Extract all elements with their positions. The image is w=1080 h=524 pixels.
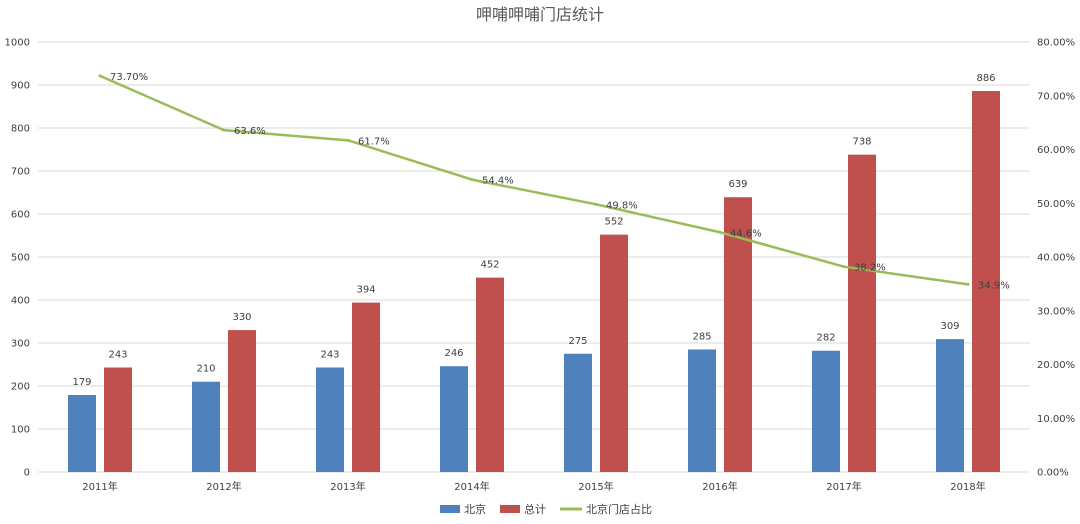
left-tick-label: 0 — [24, 468, 30, 479]
line-beijing-share — [99, 74, 969, 286]
bar-data-label: 285 — [692, 331, 711, 342]
x-tick-label: 2011年 — [82, 480, 117, 493]
legend-bar-swatch — [440, 505, 460, 513]
bar-total — [228, 330, 256, 472]
bar-data-label: 275 — [568, 336, 587, 347]
bar-data-label: 639 — [728, 179, 747, 190]
x-axis: 2011年 2012年 2013年 2014年 2015年 2016年 2017年 2018年 — [82, 480, 985, 493]
line-point — [470, 178, 474, 182]
right-y-axis: 0.00% 10.00% 20.00% 30.00% 40.00% 50.00% 60.00… — [1037, 38, 1075, 479]
line-data-label: 38.2% — [854, 263, 886, 274]
legend-bar-swatch — [500, 505, 520, 513]
right-tick-label: 0.00% — [1037, 468, 1069, 479]
bar-beijing — [936, 339, 964, 472]
bar-beijing — [192, 381, 220, 472]
bar-data-label: 243 — [108, 350, 127, 361]
left-tick-label: 400 — [11, 296, 30, 307]
bar-data-label: 394 — [356, 285, 375, 296]
bar-total — [476, 277, 504, 472]
bar-total — [848, 154, 876, 472]
bar-data-label: 552 — [604, 217, 623, 228]
line-point — [98, 74, 102, 78]
left-tick-label: 100 — [11, 425, 30, 436]
right-tick-label: 60.00% — [1037, 145, 1075, 156]
right-tick-label: 40.00% — [1037, 253, 1075, 264]
bar-data-label: 330 — [232, 312, 251, 323]
gridlines — [38, 41, 1030, 473]
left-tick-label: 800 — [11, 124, 30, 135]
line-point — [842, 265, 846, 269]
right-tick-label: 50.00% — [1037, 199, 1075, 210]
line-series: 73.70% 63.6% 61.7% 54.4% 49.8% 44.6% 38.2% 34.9… — [98, 72, 1010, 291]
line-point — [718, 230, 722, 234]
left-y-axis: 0 100 200 300 400 500 600 700 800 900 1000 — [5, 38, 30, 479]
bar-total — [972, 91, 1000, 473]
line-point — [222, 128, 226, 132]
bar-beijing — [688, 349, 716, 472]
bar-data-label: 210 — [196, 364, 215, 375]
line-data-label: 44.6% — [730, 228, 762, 239]
line-data-label: 49.8% — [606, 200, 638, 211]
left-tick-label: 700 — [11, 167, 30, 178]
bar-beijing — [316, 367, 344, 472]
bar-data-label: 452 — [480, 260, 499, 271]
bar-total — [600, 234, 628, 472]
line-data-label: 61.7% — [358, 136, 390, 147]
x-tick-label: 2016年 — [702, 480, 737, 493]
bar-data-label: 246 — [444, 348, 463, 359]
legend-label: 北京 — [464, 502, 486, 516]
line-point — [594, 202, 598, 206]
chart-title: 呷哺呷哺门店统计 — [476, 5, 604, 24]
right-tick-label: 10.00% — [1037, 414, 1075, 425]
bars: 179 243 210 330 243 394 246 452 275 552 285 639 282 7… — [68, 73, 1000, 473]
line-data-label: 63.6% — [234, 126, 266, 137]
x-tick-label: 2014年 — [454, 480, 489, 493]
bar-beijing — [564, 353, 592, 472]
bar-total — [352, 302, 380, 472]
left-tick-label: 900 — [11, 81, 30, 92]
line-point — [346, 138, 350, 142]
x-tick-label: 2013年 — [330, 480, 365, 493]
bar-data-label: 282 — [816, 333, 835, 344]
bar-data-label: 886 — [976, 73, 995, 84]
line-data-label: 34.9% — [978, 280, 1010, 291]
line-data-label: 54.4% — [482, 176, 514, 187]
bar-total — [724, 197, 752, 473]
line-point — [966, 282, 970, 286]
bar-beijing — [440, 366, 468, 472]
line-data-label: 73.70% — [110, 72, 148, 83]
right-tick-label: 70.00% — [1037, 91, 1075, 102]
legend-label: 北京门店占比 — [586, 502, 652, 516]
right-tick-label: 20.00% — [1037, 360, 1075, 371]
right-tick-label: 80.00% — [1037, 38, 1075, 49]
bar-total — [104, 367, 132, 472]
bar-data-label: 243 — [320, 350, 339, 361]
x-tick-label: 2012年 — [206, 480, 241, 493]
x-tick-label: 2017年 — [826, 480, 861, 493]
x-tick-label: 2015年 — [578, 480, 613, 493]
bar-beijing — [812, 350, 840, 472]
left-tick-label: 600 — [11, 210, 30, 221]
right-tick-label: 30.00% — [1037, 306, 1075, 317]
bar-data-label: 309 — [940, 321, 959, 332]
left-tick-label: 500 — [11, 253, 30, 264]
legend: 北京 总计 北京门店占比 — [440, 502, 652, 516]
left-tick-label: 300 — [11, 339, 30, 350]
left-tick-label: 200 — [11, 382, 30, 393]
x-tick-label: 2018年 — [950, 480, 985, 493]
legend-label: 总计 — [524, 502, 546, 516]
bar-data-label: 738 — [852, 137, 871, 148]
left-tick-label: 1000 — [5, 38, 30, 49]
bar-beijing — [68, 395, 96, 472]
bar-data-label: 179 — [72, 377, 91, 388]
